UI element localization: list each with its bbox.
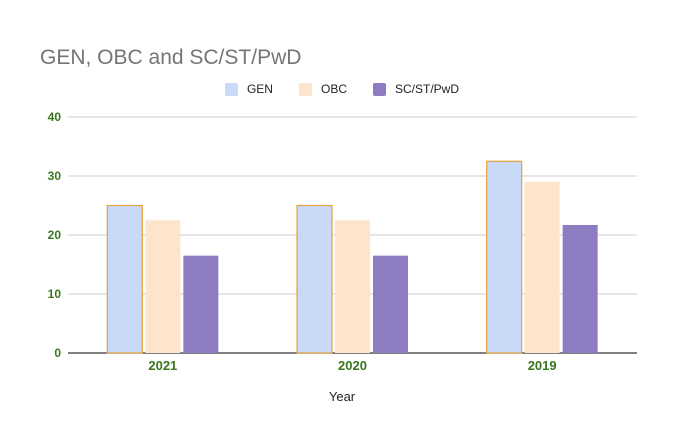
legend-swatch-sc-st-pwd bbox=[373, 82, 386, 96]
bar-sc-st-pwd-2020[interactable] bbox=[373, 255, 408, 353]
bar-gen-2021[interactable] bbox=[106, 204, 143, 354]
legend-swatch-obc bbox=[298, 82, 312, 96]
bar-obc-2019[interactable] bbox=[524, 181, 560, 353]
legend-label-obc: OBC bbox=[320, 82, 347, 96]
bar-gen-2020[interactable] bbox=[296, 204, 333, 354]
x-tick-label: 2021 bbox=[148, 358, 177, 373]
y-tick-label: 20 bbox=[48, 228, 62, 242]
y-tick-label: 40 bbox=[48, 110, 62, 124]
legend-item-gen[interactable]: GEN bbox=[224, 82, 273, 96]
x-axis-ticks: 2021 2020 2019 bbox=[148, 358, 556, 373]
bar-obc-2020[interactable] bbox=[335, 220, 370, 353]
y-tick-label: 0 bbox=[54, 346, 61, 360]
legend-item-sc-st-pwd[interactable]: SC/ST/PwD bbox=[373, 82, 459, 96]
x-tick-label: 2019 bbox=[528, 358, 557, 373]
x-axis-label: Year bbox=[328, 389, 356, 404]
legend-item-obc[interactable]: OBC bbox=[298, 82, 347, 96]
legend-swatch-gen bbox=[224, 82, 238, 96]
y-axis-ticks: 0 10 20 30 40 bbox=[48, 110, 62, 360]
bar-sc-st-pwd-2019[interactable] bbox=[562, 224, 598, 353]
bar-obc-2021[interactable] bbox=[145, 220, 181, 353]
bar-gen-2019[interactable] bbox=[486, 160, 523, 354]
legend: GEN OBC SC/ST/PwD bbox=[0, 82, 684, 96]
bars bbox=[106, 160, 598, 354]
y-tick-label: 10 bbox=[48, 287, 62, 301]
chart-title: GEN, OBC and SC/ST/PwD bbox=[40, 46, 302, 69]
legend-label-gen: GEN bbox=[246, 82, 273, 96]
x-tick-label: 2020 bbox=[338, 358, 367, 373]
legend-label-sc-st-pwd: SC/ST/PwD bbox=[395, 82, 460, 96]
y-tick-label: 30 bbox=[48, 169, 62, 183]
bar-sc-st-pwd-2021[interactable] bbox=[183, 255, 219, 353]
